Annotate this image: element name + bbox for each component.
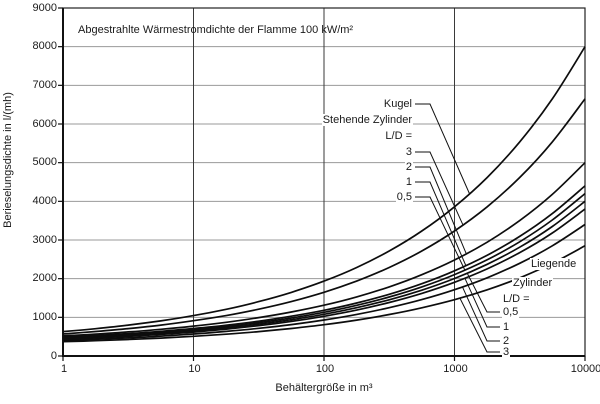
leader-line [415,151,464,226]
curve-liegende-zylinder-l-d-1 [62,208,586,341]
annotation-label: L/D = [502,293,531,305]
chart-title: Abgestrahlte Wärmestromdichte der Flamme… [78,24,354,36]
y-tick-label: 8000 [32,40,57,53]
y-tick-label: 1000 [32,310,57,323]
leader-line [415,166,467,254]
annotation-label: 0,5 [502,306,520,318]
y-tick-label: 7000 [32,78,57,91]
leader-line [415,103,470,194]
x-tick-label: 100 [315,363,335,375]
curve-liegende-zylinder-l-d-0-5 [62,200,586,340]
annotation-label: 1 [404,176,413,188]
curve-stehende-zylinder-l-d-1 [62,185,586,338]
curve-stehende-zylinder-l-d-3 [62,98,586,335]
y-tick-label: 9000 [32,1,57,14]
annotation-label: 3 [502,346,511,358]
annotation-label: 0,5 [395,191,413,203]
annotation-label: L/D = [384,130,413,142]
curve-kugel [62,46,586,333]
curve-stehende-zylinder-l-d-0-5 [62,192,586,339]
x-tick-label: 1000 [443,363,468,375]
curve-liegende-zylinder-l-d-2 [62,223,586,342]
x-tick-label: 1 [60,363,68,375]
annotation-label: 2 [404,161,413,173]
annotation-label: 1 [502,321,511,333]
annotation-label: Kugel [382,98,413,110]
y-tick-label: 4000 [32,194,57,207]
annotation-label: Zylinder [512,277,554,289]
x-axis-label: Behältergröße in m³ [275,382,373,394]
leader-line [415,181,467,266]
annotation-label: Stehende Zylinder [321,114,413,126]
y-tick-label: 2000 [32,272,57,285]
x-tick-label: 10 [188,363,201,375]
leader-line [464,277,500,328]
leader-line [466,272,500,313]
y-tick-label: 3000 [32,233,57,246]
leader-line [415,196,466,271]
y-tick-label: 0 [50,349,57,362]
annotation-label: Liegende [530,258,578,270]
y-tick-label: 6000 [32,117,57,130]
leader-line [461,286,500,342]
annotation-label: 2 [502,335,511,347]
leader-line [459,297,500,353]
curve-liegende-zylinder-l-d-3 [62,245,586,343]
curve-stehende-zylinder-l-d-2 [62,162,586,337]
x-tick-label: 10000 [570,363,600,375]
annotation-label: 3 [404,146,413,158]
y-tick-label: 5000 [32,156,57,169]
